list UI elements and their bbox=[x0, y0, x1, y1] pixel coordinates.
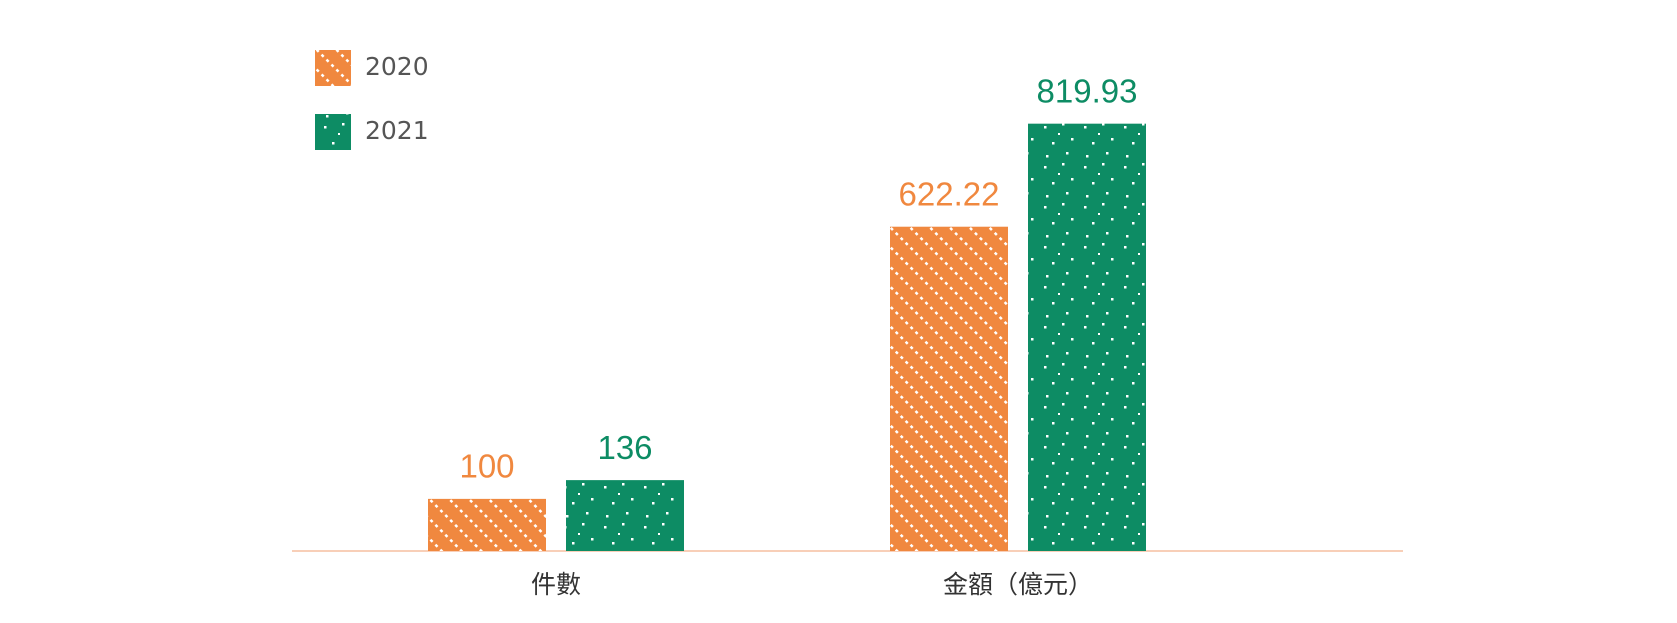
legend-swatch bbox=[315, 114, 351, 150]
value-label: 819.93 bbox=[1037, 72, 1138, 109]
legend-label: 2020 bbox=[365, 52, 429, 81]
value-label: 136 bbox=[597, 429, 652, 466]
bar bbox=[890, 226, 1008, 552]
bar bbox=[1028, 123, 1146, 551]
value-label: 100 bbox=[459, 448, 514, 485]
value-label: 622.22 bbox=[899, 175, 1000, 212]
bar bbox=[566, 480, 684, 551]
bar bbox=[428, 498, 546, 551]
x-tick-label: 金額（億元） bbox=[943, 570, 1093, 599]
legend-swatch bbox=[315, 50, 351, 86]
x-tick-label: 件數 bbox=[531, 570, 581, 599]
legend-label: 2021 bbox=[365, 116, 429, 145]
